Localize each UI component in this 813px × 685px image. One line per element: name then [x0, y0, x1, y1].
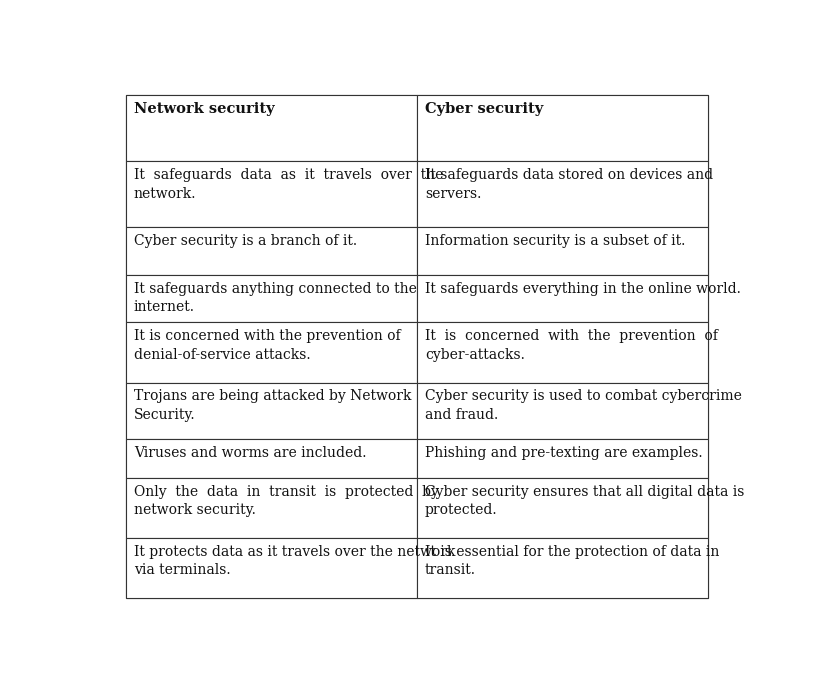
Bar — [416, 227, 708, 275]
Text: It is concerned with the prevention of
denial-of-service attacks.: It is concerned with the prevention of d… — [134, 329, 400, 362]
Bar — [416, 538, 708, 598]
Text: Viruses and worms are included.: Viruses and worms are included. — [134, 445, 367, 460]
Text: Phishing and pre-texting are examples.: Phishing and pre-texting are examples. — [425, 445, 702, 460]
Bar — [125, 477, 417, 538]
Text: Trojans are being attacked by Network
Security.: Trojans are being attacked by Network Se… — [134, 389, 411, 422]
Bar — [125, 323, 417, 382]
Text: It safeguards anything connected to the
internet.: It safeguards anything connected to the … — [134, 282, 416, 314]
Text: It  is  concerned  with  the  prevention  of
cyber-attacks.: It is concerned with the prevention of c… — [425, 329, 718, 362]
Bar — [416, 438, 708, 477]
Bar — [125, 438, 417, 477]
Text: It is essential for the protection of data in
transit.: It is essential for the protection of da… — [425, 545, 720, 577]
Bar — [125, 95, 417, 161]
Text: Cyber security is used to combat cybercrime
and fraud.: Cyber security is used to combat cybercr… — [425, 389, 741, 422]
Bar — [416, 275, 708, 323]
Text: It  safeguards  data  as  it  travels  over  the
network.: It safeguards data as it travels over th… — [134, 168, 443, 201]
Bar — [416, 323, 708, 382]
Bar — [416, 161, 708, 227]
Bar — [125, 538, 417, 598]
Bar — [416, 95, 708, 161]
Text: Information security is a subset of it.: Information security is a subset of it. — [425, 234, 685, 248]
Text: Cyber security ensures that all digital data is
protected.: Cyber security ensures that all digital … — [425, 484, 744, 517]
Text: It protects data as it travels over the network
via terminals.: It protects data as it travels over the … — [134, 545, 455, 577]
Bar — [125, 382, 417, 438]
Text: Network security: Network security — [134, 102, 274, 116]
Bar — [125, 275, 417, 323]
Text: Only  the  data  in  transit  is  protected  by
network security.: Only the data in transit is protected by… — [134, 484, 439, 517]
Bar — [416, 382, 708, 438]
Text: It safeguards everything in the online world.: It safeguards everything in the online w… — [425, 282, 741, 296]
Text: Cyber security is a branch of it.: Cyber security is a branch of it. — [134, 234, 357, 248]
Bar — [416, 477, 708, 538]
Bar — [125, 161, 417, 227]
Text: It safeguards data stored on devices and
servers.: It safeguards data stored on devices and… — [425, 168, 713, 201]
Text: Cyber security: Cyber security — [425, 102, 543, 116]
Bar — [125, 227, 417, 275]
